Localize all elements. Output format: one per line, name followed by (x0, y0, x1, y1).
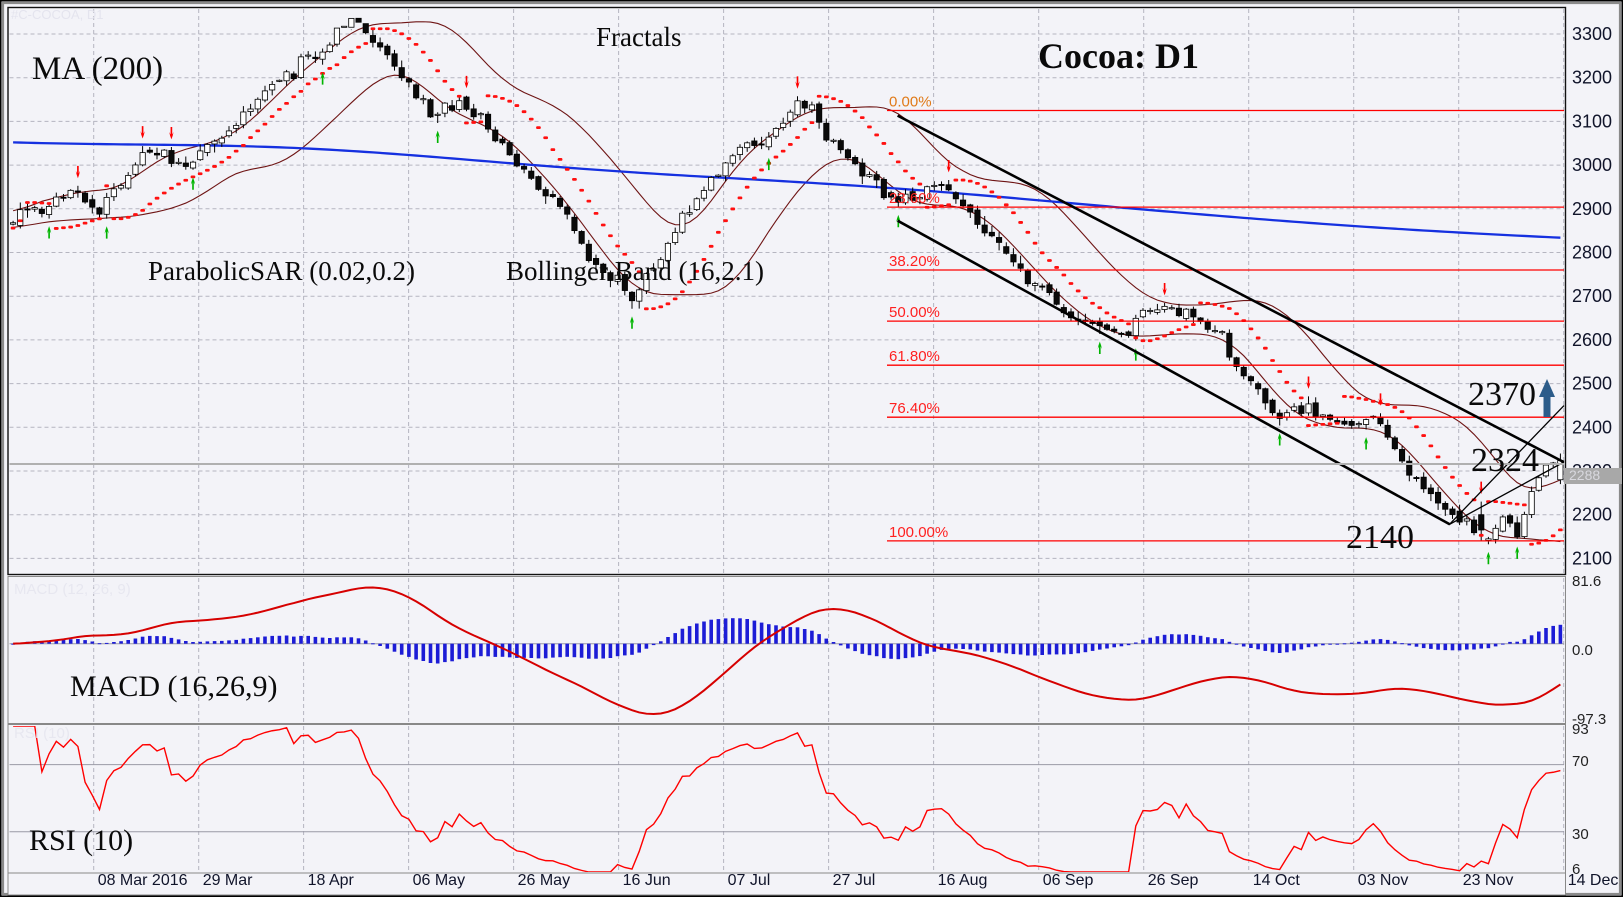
svg-text:100.00%: 100.00% (889, 524, 948, 541)
svg-text:2700: 2700 (1572, 286, 1612, 306)
svg-text:23 Nov: 23 Nov (1463, 872, 1514, 889)
svg-text:2288: 2288 (1569, 467, 1600, 483)
svg-text:38.20%: 38.20% (889, 253, 940, 270)
svg-text:26 Sep: 26 Sep (1148, 872, 1199, 889)
svg-text:MACD (12, 26, 9): MACD (12, 26, 9) (14, 581, 131, 598)
svg-text:2400: 2400 (1572, 417, 1612, 437)
svg-text:08 Mar 2016: 08 Mar 2016 (98, 872, 188, 889)
svg-text:3100: 3100 (1572, 111, 1612, 131)
svg-text:Bollinger Band (16,2.1): Bollinger Band (16,2.1) (506, 256, 764, 286)
svg-text:07 Jul: 07 Jul (728, 872, 771, 889)
svg-text:26 May: 26 May (518, 872, 570, 889)
svg-text:2600: 2600 (1572, 330, 1612, 350)
svg-text:RSI (10): RSI (10) (14, 725, 70, 742)
svg-text:30: 30 (1572, 826, 1589, 843)
svg-text:29 Mar: 29 Mar (203, 872, 253, 889)
svg-text:MACD (16,26,9): MACD (16,26,9) (70, 670, 278, 703)
svg-text:50.00%: 50.00% (889, 304, 940, 321)
svg-text:2370: 2370 (1468, 376, 1536, 413)
svg-text:14 Oct: 14 Oct (1253, 872, 1301, 889)
svg-text:06 May: 06 May (413, 872, 465, 889)
svg-text:Fractals: Fractals (596, 22, 681, 52)
svg-text:0.00%: 0.00% (889, 94, 932, 111)
svg-text:RSI (10): RSI (10) (29, 824, 133, 857)
svg-text:MA (200): MA (200) (32, 51, 163, 87)
svg-text:2140: 2140 (1346, 519, 1414, 556)
svg-text:2200: 2200 (1572, 505, 1612, 525)
svg-text:27 Jul: 27 Jul (833, 872, 876, 889)
svg-text:2324: 2324 (1471, 442, 1539, 479)
svg-text:93: 93 (1572, 721, 1589, 738)
svg-text:3300: 3300 (1572, 24, 1612, 44)
svg-text:2100: 2100 (1572, 548, 1612, 568)
svg-text:ParabolicSAR (0.02,0.2): ParabolicSAR (0.02,0.2) (148, 256, 415, 286)
svg-text:61.80%: 61.80% (889, 348, 940, 365)
svg-text:0.0: 0.0 (1572, 642, 1593, 659)
svg-text:76.40%: 76.40% (889, 400, 940, 417)
svg-text:23.60%: 23.60% (889, 190, 940, 207)
svg-text:Cocoa: D1: Cocoa: D1 (1038, 36, 1199, 76)
svg-text:3200: 3200 (1572, 68, 1612, 88)
svg-text:14 Dec: 14 Dec (1568, 872, 1619, 889)
svg-text:81.6: 81.6 (1572, 573, 1601, 590)
svg-text:16 Jun: 16 Jun (623, 872, 671, 889)
svg-text:2500: 2500 (1572, 374, 1612, 394)
svg-text:06 Sep: 06 Sep (1043, 872, 1094, 889)
svg-text:03 Nov: 03 Nov (1358, 872, 1409, 889)
svg-text:18 Apr: 18 Apr (308, 872, 355, 889)
svg-text:2800: 2800 (1572, 243, 1612, 263)
svg-text:16 Aug: 16 Aug (938, 872, 988, 889)
svg-text:70: 70 (1572, 753, 1589, 770)
svg-text:2900: 2900 (1572, 199, 1612, 219)
svg-text:3000: 3000 (1572, 155, 1612, 175)
svg-text:#C-COCOA, D1: #C-COCOA, D1 (11, 7, 103, 22)
